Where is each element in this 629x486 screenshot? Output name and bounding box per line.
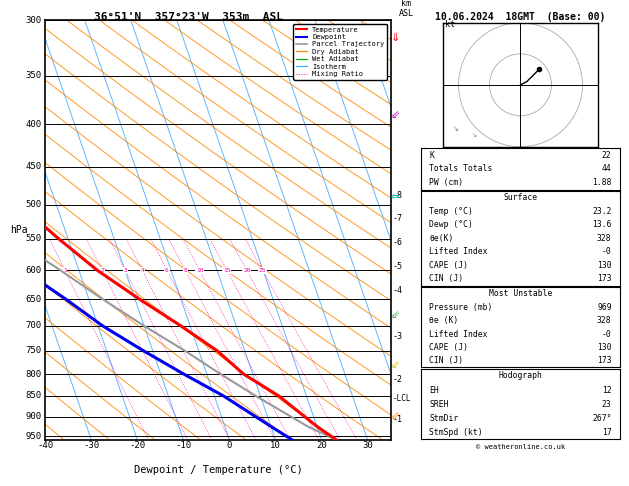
Text: -2: -2 — [392, 375, 403, 384]
Text: Hodograph: Hodograph — [499, 371, 542, 381]
Text: 173: 173 — [597, 275, 611, 283]
Text: Totals Totals: Totals Totals — [430, 164, 493, 174]
Text: 10.06.2024  18GMT  (Base: 00): 10.06.2024 18GMT (Base: 00) — [435, 12, 606, 22]
Text: Mixing Ratio (g/kg): Mixing Ratio (g/kg) — [428, 186, 437, 274]
Text: 328: 328 — [597, 234, 611, 243]
Text: -7: -7 — [392, 214, 403, 223]
Text: θe(K): θe(K) — [430, 234, 454, 243]
Text: 950: 950 — [25, 432, 41, 440]
Text: 23.2: 23.2 — [592, 207, 611, 216]
Text: 20: 20 — [316, 440, 327, 450]
Text: 328: 328 — [597, 316, 611, 325]
Text: StmDir: StmDir — [430, 414, 459, 423]
Text: 0: 0 — [227, 440, 232, 450]
Text: 130: 130 — [597, 261, 611, 270]
Text: 13.6: 13.6 — [592, 220, 611, 229]
Text: K: K — [430, 151, 434, 159]
Text: 20: 20 — [243, 268, 250, 273]
Text: -10: -10 — [175, 440, 191, 450]
Text: -6: -6 — [392, 239, 403, 247]
Text: CAPE (J): CAPE (J) — [430, 343, 469, 352]
Text: 3: 3 — [123, 268, 127, 273]
Text: 850: 850 — [25, 391, 41, 400]
Text: 8: 8 — [183, 268, 187, 273]
Text: 400: 400 — [25, 120, 41, 129]
Text: ⇓: ⇓ — [391, 33, 400, 43]
Text: 1: 1 — [63, 268, 67, 273]
Text: hPa: hPa — [11, 225, 28, 235]
Text: ⇙: ⇙ — [391, 360, 400, 370]
Text: -20: -20 — [130, 440, 145, 450]
Text: 10: 10 — [196, 268, 203, 273]
Text: 267°: 267° — [592, 414, 611, 423]
Text: 900: 900 — [25, 412, 41, 421]
Text: StmSpd (kt): StmSpd (kt) — [430, 428, 483, 437]
Text: Dewp (°C): Dewp (°C) — [430, 220, 473, 229]
Text: -LCL: -LCL — [392, 394, 411, 402]
Text: 350: 350 — [25, 71, 41, 81]
Text: 2: 2 — [100, 268, 104, 273]
Text: -4: -4 — [392, 286, 403, 295]
Text: CIN (J): CIN (J) — [430, 275, 464, 283]
Text: kt: kt — [445, 20, 455, 30]
Text: ⇘: ⇘ — [452, 123, 458, 133]
Text: PW (cm): PW (cm) — [430, 178, 464, 187]
Text: 23: 23 — [602, 399, 611, 409]
Text: -5: -5 — [392, 262, 403, 271]
Text: ⇙: ⇙ — [391, 311, 400, 320]
Text: Most Unstable: Most Unstable — [489, 289, 552, 298]
Text: 550: 550 — [25, 234, 41, 243]
Text: CAPE (J): CAPE (J) — [430, 261, 469, 270]
Text: 700: 700 — [25, 321, 41, 330]
Text: 1.88: 1.88 — [592, 178, 611, 187]
Text: 650: 650 — [25, 295, 41, 304]
Text: CIN (J): CIN (J) — [430, 356, 464, 365]
Text: 969: 969 — [597, 303, 611, 312]
Legend: Temperature, Dewpoint, Parcel Trajectory, Dry Adiabat, Wet Adiabat, Isotherm, Mi: Temperature, Dewpoint, Parcel Trajectory… — [293, 24, 387, 80]
Text: 300: 300 — [25, 16, 41, 25]
Text: ⇙: ⇙ — [391, 412, 400, 421]
Text: Surface: Surface — [503, 193, 538, 202]
Text: 450: 450 — [25, 162, 41, 171]
Text: -0: -0 — [602, 247, 611, 257]
Text: Temp (°C): Temp (°C) — [430, 207, 473, 216]
Text: 17: 17 — [602, 428, 611, 437]
Text: ⇘: ⇘ — [471, 130, 476, 139]
Text: -0: -0 — [602, 330, 611, 339]
Text: 12: 12 — [602, 385, 611, 395]
Text: 10: 10 — [270, 440, 281, 450]
Text: 25: 25 — [259, 268, 266, 273]
Text: 500: 500 — [25, 200, 41, 209]
Text: 36°51'N  357°23'W  353m  ASL: 36°51'N 357°23'W 353m ASL — [94, 12, 283, 22]
Text: 130: 130 — [597, 343, 611, 352]
Text: 44: 44 — [602, 164, 611, 174]
Text: 173: 173 — [597, 356, 611, 365]
Text: -1: -1 — [392, 415, 403, 424]
Text: km
ASL: km ASL — [399, 0, 414, 18]
Text: Lifted Index: Lifted Index — [430, 330, 488, 339]
Text: © weatheronline.co.uk: © weatheronline.co.uk — [476, 444, 565, 450]
Text: ⇙: ⇙ — [391, 110, 400, 120]
Text: 6: 6 — [165, 268, 169, 273]
Text: 750: 750 — [25, 347, 41, 355]
Text: -40: -40 — [37, 440, 53, 450]
Text: -30: -30 — [83, 440, 99, 450]
Text: 22: 22 — [602, 151, 611, 159]
Text: 4: 4 — [140, 268, 144, 273]
Text: -8: -8 — [392, 191, 403, 200]
Text: -3: -3 — [392, 331, 403, 341]
Text: SREH: SREH — [430, 399, 449, 409]
Text: Lifted Index: Lifted Index — [430, 247, 488, 257]
Text: Dewpoint / Temperature (°C): Dewpoint / Temperature (°C) — [133, 465, 303, 475]
Text: θe (K): θe (K) — [430, 316, 459, 325]
Text: 800: 800 — [25, 369, 41, 379]
Text: Pressure (mb): Pressure (mb) — [430, 303, 493, 312]
Text: 15: 15 — [223, 268, 231, 273]
Text: EH: EH — [430, 385, 439, 395]
Text: 30: 30 — [362, 440, 373, 450]
Text: 600: 600 — [25, 266, 41, 275]
Text: ⇐: ⇐ — [391, 192, 400, 202]
